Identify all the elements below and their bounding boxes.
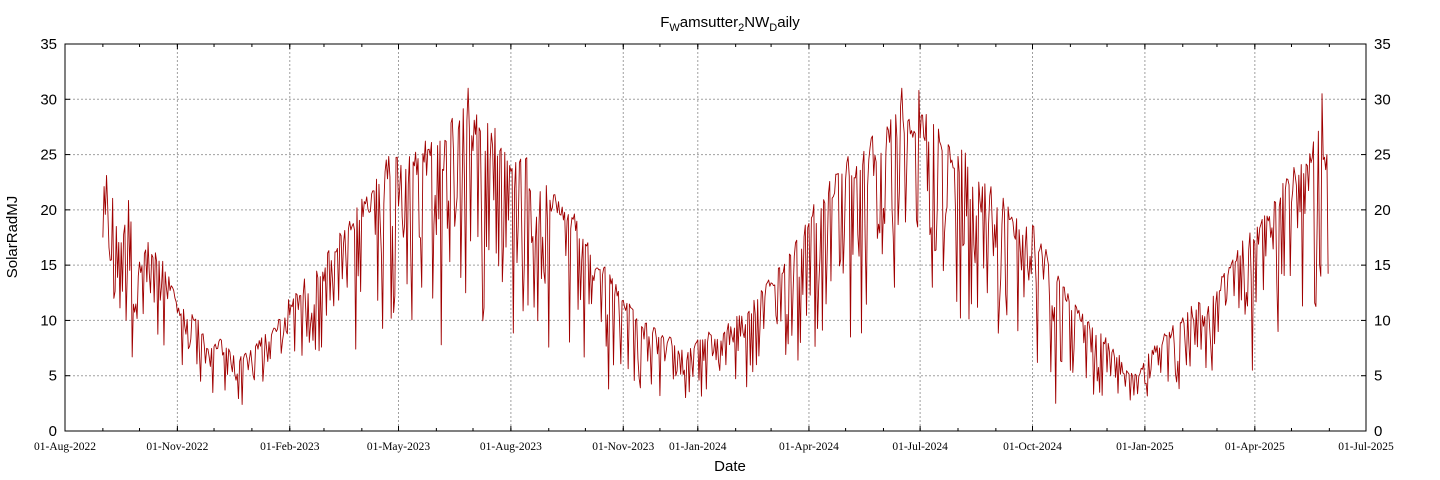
y-tick-label-right: 5 [1374, 368, 1382, 385]
x-tick-label: 01-Jul-2025 [1338, 441, 1394, 453]
x-tick-label: 01-Nov-2022 [146, 441, 208, 453]
x-tick-label: 01-Oct-2024 [1003, 441, 1062, 453]
chart-title: FWamsutter2NWDaily [660, 14, 800, 34]
x-tick-label: 01-Apr-2025 [1225, 441, 1285, 453]
x-tick-label: 01-Jan-2025 [1116, 441, 1174, 453]
y-tick-label-left: 30 [40, 91, 57, 108]
y-tick-label-left: 15 [40, 257, 57, 274]
series-layer [102, 87, 1329, 405]
x-tick-label: 01-Nov-2023 [592, 441, 654, 453]
y-tick-label-right: 20 [1374, 202, 1391, 219]
y-tick-label-right: 15 [1374, 257, 1391, 274]
y-tick-label-left: 35 [40, 36, 57, 53]
y-tick-label-right: 35 [1374, 36, 1391, 53]
x-axis-ticks: 01-Aug-2022 01-Nov-2022 01-Feb-2023 01-May-… [34, 44, 1394, 453]
x-tick-label: 01-Aug-2022 [34, 441, 96, 453]
plot-frame [64, 43, 1367, 432]
title-part: W [669, 22, 680, 34]
title-part: F [660, 14, 669, 31]
y-tick-label-left: 0 [49, 423, 57, 440]
y-tick-label-right: 10 [1374, 312, 1391, 329]
solar-rad-series-line [102, 87, 1329, 405]
x-tick-label: 01-Jan-2024 [669, 441, 727, 453]
y-tick-label-right: 30 [1374, 91, 1391, 108]
x-tick-label: 01-Aug-2023 [480, 441, 542, 453]
title-part: 2 [738, 22, 744, 34]
y-tick-label-left: 10 [40, 312, 57, 329]
grid-lines [65, 44, 1366, 431]
x-tick-label: 01-Feb-2023 [260, 441, 320, 453]
y-axis-ticks: 0 0 5 5 10 10 15 15 20 20 25 25 30 30 35 35 [40, 36, 1390, 440]
title-part: D [769, 22, 777, 34]
x-axis-label: Date [714, 458, 746, 475]
y-tick-label-left: 20 [40, 202, 57, 219]
y-tick-label-right: 0 [1374, 423, 1382, 440]
x-tick-label: 01-Jul-2024 [892, 441, 948, 453]
y-tick-label-left: 5 [49, 368, 57, 385]
y-axis-label: SolarRadMJ [4, 196, 21, 279]
title-part: aily [777, 14, 800, 31]
title-part: amsutter [680, 14, 738, 31]
x-tick-label: 01-May-2023 [367, 441, 430, 453]
x-tick-label: 01-Apr-2024 [779, 441, 839, 453]
y-tick-label-right: 25 [1374, 147, 1391, 164]
title-part: NW [744, 14, 770, 31]
y-tick-label-left: 25 [40, 147, 57, 164]
